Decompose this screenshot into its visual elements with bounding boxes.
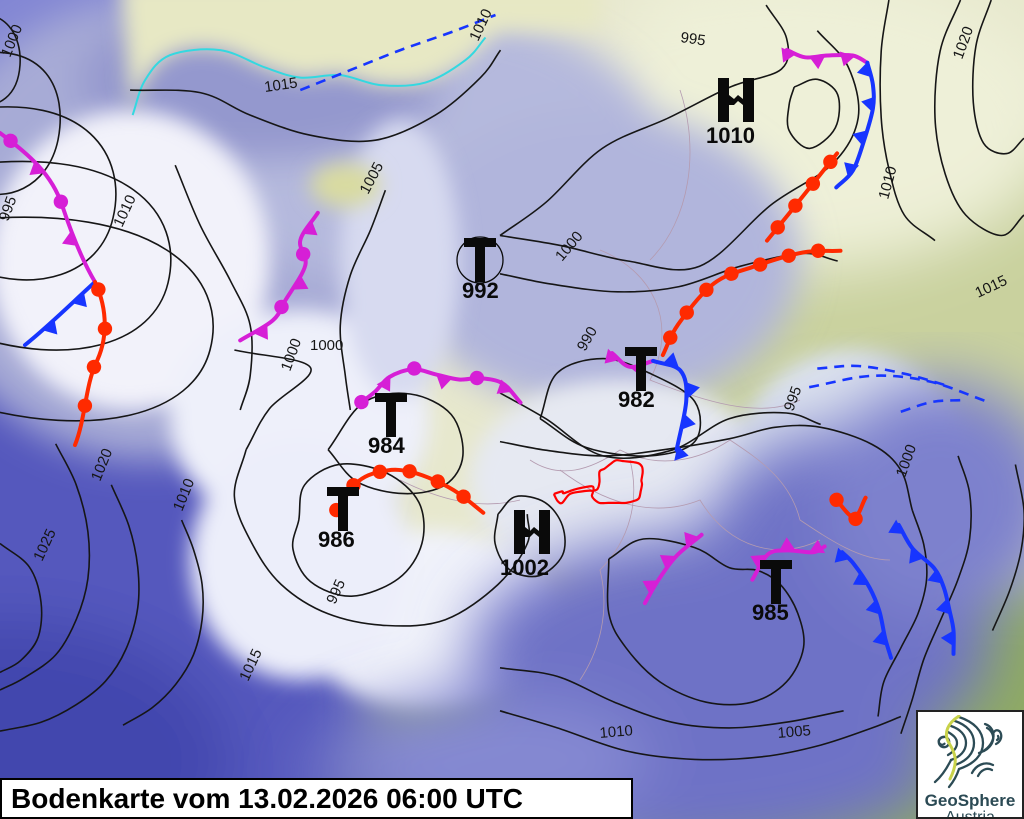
svg-text:1015: 1015 (263, 74, 298, 95)
svg-text:1000: 1000 (278, 336, 305, 373)
svg-text:1010: 1010 (466, 6, 496, 43)
svg-text:1010: 1010 (706, 123, 755, 148)
svg-text:1010: 1010 (599, 722, 634, 742)
svg-text:1010: 1010 (875, 164, 900, 201)
svg-text:995: 995 (323, 577, 349, 607)
svg-text:995: 995 (0, 194, 20, 223)
svg-text:995: 995 (679, 29, 706, 49)
svg-text:1005: 1005 (357, 159, 388, 196)
svg-text:1020: 1020 (88, 446, 116, 483)
svg-text:1002: 1002 (500, 555, 549, 580)
svg-text:1015: 1015 (973, 272, 1010, 302)
svg-text:982: 982 (618, 387, 655, 412)
svg-text:986: 986 (318, 527, 355, 552)
svg-text:1000: 1000 (893, 442, 920, 479)
svg-text:1005: 1005 (777, 722, 812, 742)
svg-text:992: 992 (462, 278, 499, 303)
svg-text:1000: 1000 (310, 337, 343, 354)
svg-text:1020: 1020 (950, 24, 977, 61)
svg-text:1015: 1015 (236, 646, 266, 683)
svg-text:985: 985 (752, 600, 789, 625)
svg-text:1010: 1010 (170, 476, 198, 513)
svg-text:990: 990 (574, 324, 601, 354)
svg-text:984: 984 (368, 433, 405, 458)
svg-text:1010: 1010 (110, 192, 140, 229)
svg-text:1000: 1000 (552, 228, 586, 264)
svg-text:1025: 1025 (30, 526, 60, 563)
svg-text:1000: 1000 (0, 22, 26, 59)
svg-text:995: 995 (781, 384, 806, 413)
